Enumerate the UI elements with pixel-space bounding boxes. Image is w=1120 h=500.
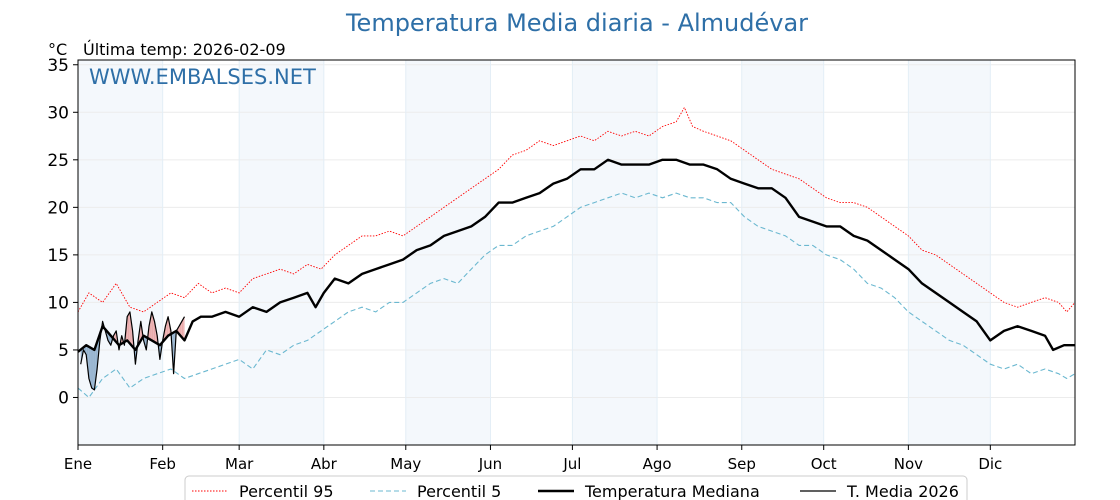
cold-anomaly-fill [91, 348, 93, 389]
y-tick-label: 35 [47, 56, 69, 76]
cold-anomaly-fill [92, 348, 94, 389]
grid-lines [77, 60, 1075, 445]
cold-anomaly-fill [95, 345, 96, 385]
x-tick-label: Ene [64, 455, 92, 473]
cold-anomaly-fill [89, 347, 91, 384]
cold-anomaly-fill [88, 346, 90, 381]
warm-anomaly-fill [183, 317, 184, 340]
warm-anomaly-fill [127, 315, 128, 342]
x-axis: Ene Feb Mar Abr May Jun Jul Ago Sep Oct Nov Dic [64, 445, 1002, 473]
cold-anomaly-fill [93, 349, 94, 390]
y-tick-label: 20 [47, 198, 69, 218]
series-lines [77, 107, 1076, 399]
x-tick-label: May [390, 455, 421, 473]
x-tick-label: Sep [728, 455, 756, 473]
x-tick-label: Dic [978, 455, 1002, 473]
warm-anomaly-fill [180, 322, 182, 337]
y-tick-label: 25 [47, 151, 69, 171]
series-line-0 [77, 107, 1076, 313]
x-tick-label: Oct [811, 455, 837, 473]
x-tick-label: Nov [894, 455, 923, 473]
watermark: WWW.EMBALSES.NET [89, 65, 316, 89]
warm-anomaly-fill [166, 321, 167, 339]
warm-anomaly-fill [181, 321, 182, 338]
warm-anomaly-fill [182, 319, 184, 339]
plot-frame [77, 59, 1076, 446]
y-axis: 0 5 10 15 20 25 30 35 [47, 56, 78, 408]
legend-label-0: Percentil 95 [239, 482, 334, 500]
warm-anomaly-fill [150, 315, 152, 341]
month-bands [78, 60, 991, 445]
cold-anomaly-fill [93, 349, 95, 390]
cold-anomaly-fill [90, 347, 91, 386]
x-tick-label: Feb [149, 455, 176, 473]
warm-anomaly-fill [127, 314, 129, 343]
x-tick-label: Abr [311, 455, 338, 473]
y-tick-label: 30 [47, 103, 69, 123]
series-line-3 [80, 311, 186, 391]
last-temp-label: Última temp: 2026-02-09 [83, 40, 286, 59]
x-tick-label: Jul [562, 455, 581, 473]
warm-anomaly-fill [166, 319, 168, 338]
cold-anomaly-fill [94, 347, 96, 390]
month-band [572, 60, 658, 445]
y-tick-label: 0 [58, 388, 69, 408]
warm-anomaly-fill [181, 320, 183, 339]
y-tick-label: 5 [58, 341, 69, 361]
legend-label-3: T. Media 2026 [846, 482, 959, 500]
warm-anomaly-fill [167, 316, 169, 337]
warm-anomaly-fill [151, 311, 152, 341]
month-band [405, 60, 491, 445]
y-tick-label: 15 [47, 246, 69, 266]
warm-anomaly-fill [179, 323, 181, 336]
warm-anomaly-fill [179, 324, 180, 335]
cold-anomaly-fill [95, 343, 97, 380]
y-tick-label: 10 [47, 293, 69, 313]
warm-anomaly-fill [153, 319, 155, 343]
series-line-2 [77, 158, 1075, 353]
month-band [741, 60, 824, 445]
cold-anomaly-fill [90, 347, 92, 388]
legend-label-1: Percentil 5 [417, 482, 501, 500]
warm-anomaly-fill [129, 311, 131, 345]
chart-title: Temperatura Media diaria - Almudévar [345, 9, 808, 37]
warm-anomaly-fill [151, 311, 153, 341]
warm-anomaly-fill [152, 314, 154, 342]
cold-anomaly-fill [85, 345, 87, 355]
month-band [78, 60, 163, 445]
x-tick-label: Ago [643, 455, 672, 473]
legend-label-2: Temperatura Mediana [584, 482, 760, 500]
warm-anomaly-fill [183, 316, 185, 341]
cold-anomaly-fill [110, 334, 111, 346]
warm-anomaly-fill [129, 311, 130, 344]
legend: Percentil 95 Percentil 5 Temperatura Media… [184, 475, 968, 500]
legend-box [184, 475, 968, 500]
series-line-1 [77, 192, 1076, 399]
unit-label: °C [48, 40, 67, 59]
month-band [908, 60, 991, 445]
warm-anomaly-fill [128, 313, 130, 343]
x-tick-label: Jun [478, 455, 502, 473]
month-band [239, 60, 324, 445]
x-tick-label: Mar [225, 455, 254, 473]
warm-anomaly-fill [153, 316, 154, 342]
cold-anomaly-fill [109, 334, 111, 344]
